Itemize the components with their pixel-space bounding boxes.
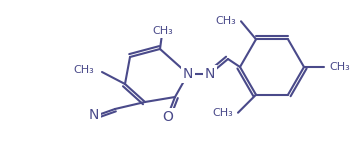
Text: N: N <box>183 67 193 81</box>
Text: CH₃: CH₃ <box>73 65 94 75</box>
Text: CH₃: CH₃ <box>153 26 174 36</box>
Text: CH₃: CH₃ <box>215 16 236 26</box>
Text: N: N <box>205 67 215 81</box>
Text: CH₃: CH₃ <box>212 108 233 118</box>
Text: CH₃: CH₃ <box>329 62 350 72</box>
Text: O: O <box>162 110 174 124</box>
Text: N: N <box>89 108 99 122</box>
